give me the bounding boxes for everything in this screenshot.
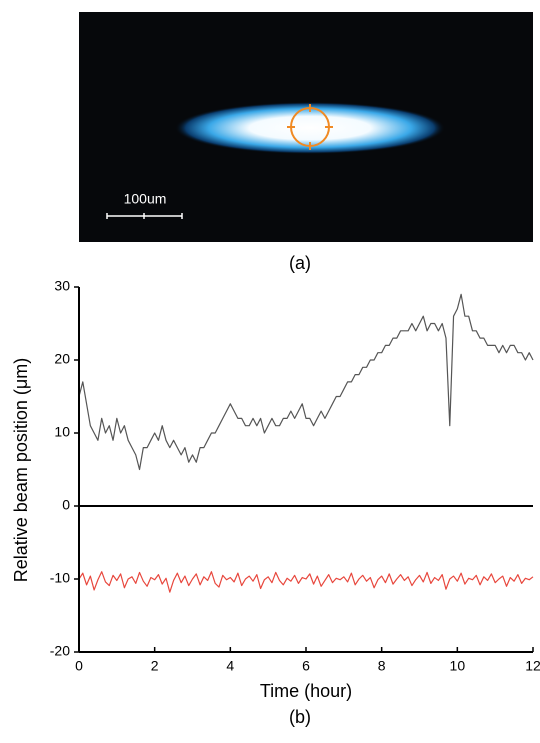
x-tick-label: 2 bbox=[151, 658, 159, 674]
panel-label: (a) bbox=[289, 253, 311, 273]
data-line bbox=[78, 571, 534, 593]
y-axis-title: Relative beam position (μm) bbox=[11, 358, 31, 582]
y-tick-label: 30 bbox=[54, 278, 70, 294]
y-tick-label: 0 bbox=[62, 497, 70, 513]
beam-spot bbox=[175, 102, 445, 154]
data-line bbox=[78, 293, 534, 471]
x-tick-label: 12 bbox=[525, 658, 540, 674]
x-tick-label: 6 bbox=[302, 658, 310, 674]
x-tick-label: 10 bbox=[450, 658, 466, 674]
y-tick-label: -10 bbox=[50, 570, 70, 586]
scale-bar bbox=[106, 213, 183, 219]
y-tick-label: -20 bbox=[50, 643, 70, 659]
crosshair bbox=[287, 104, 333, 150]
panel-label: (b) bbox=[289, 707, 311, 727]
x-tick-label: 0 bbox=[75, 658, 83, 674]
y-tick-label: 10 bbox=[54, 424, 70, 440]
scale-bar-label: 100um bbox=[124, 191, 167, 207]
y-tick-label: 20 bbox=[54, 351, 70, 367]
x-tick-label: 8 bbox=[378, 658, 386, 674]
x-axis-title: Time (hour) bbox=[260, 681, 352, 701]
x-tick-label: 4 bbox=[226, 658, 234, 674]
